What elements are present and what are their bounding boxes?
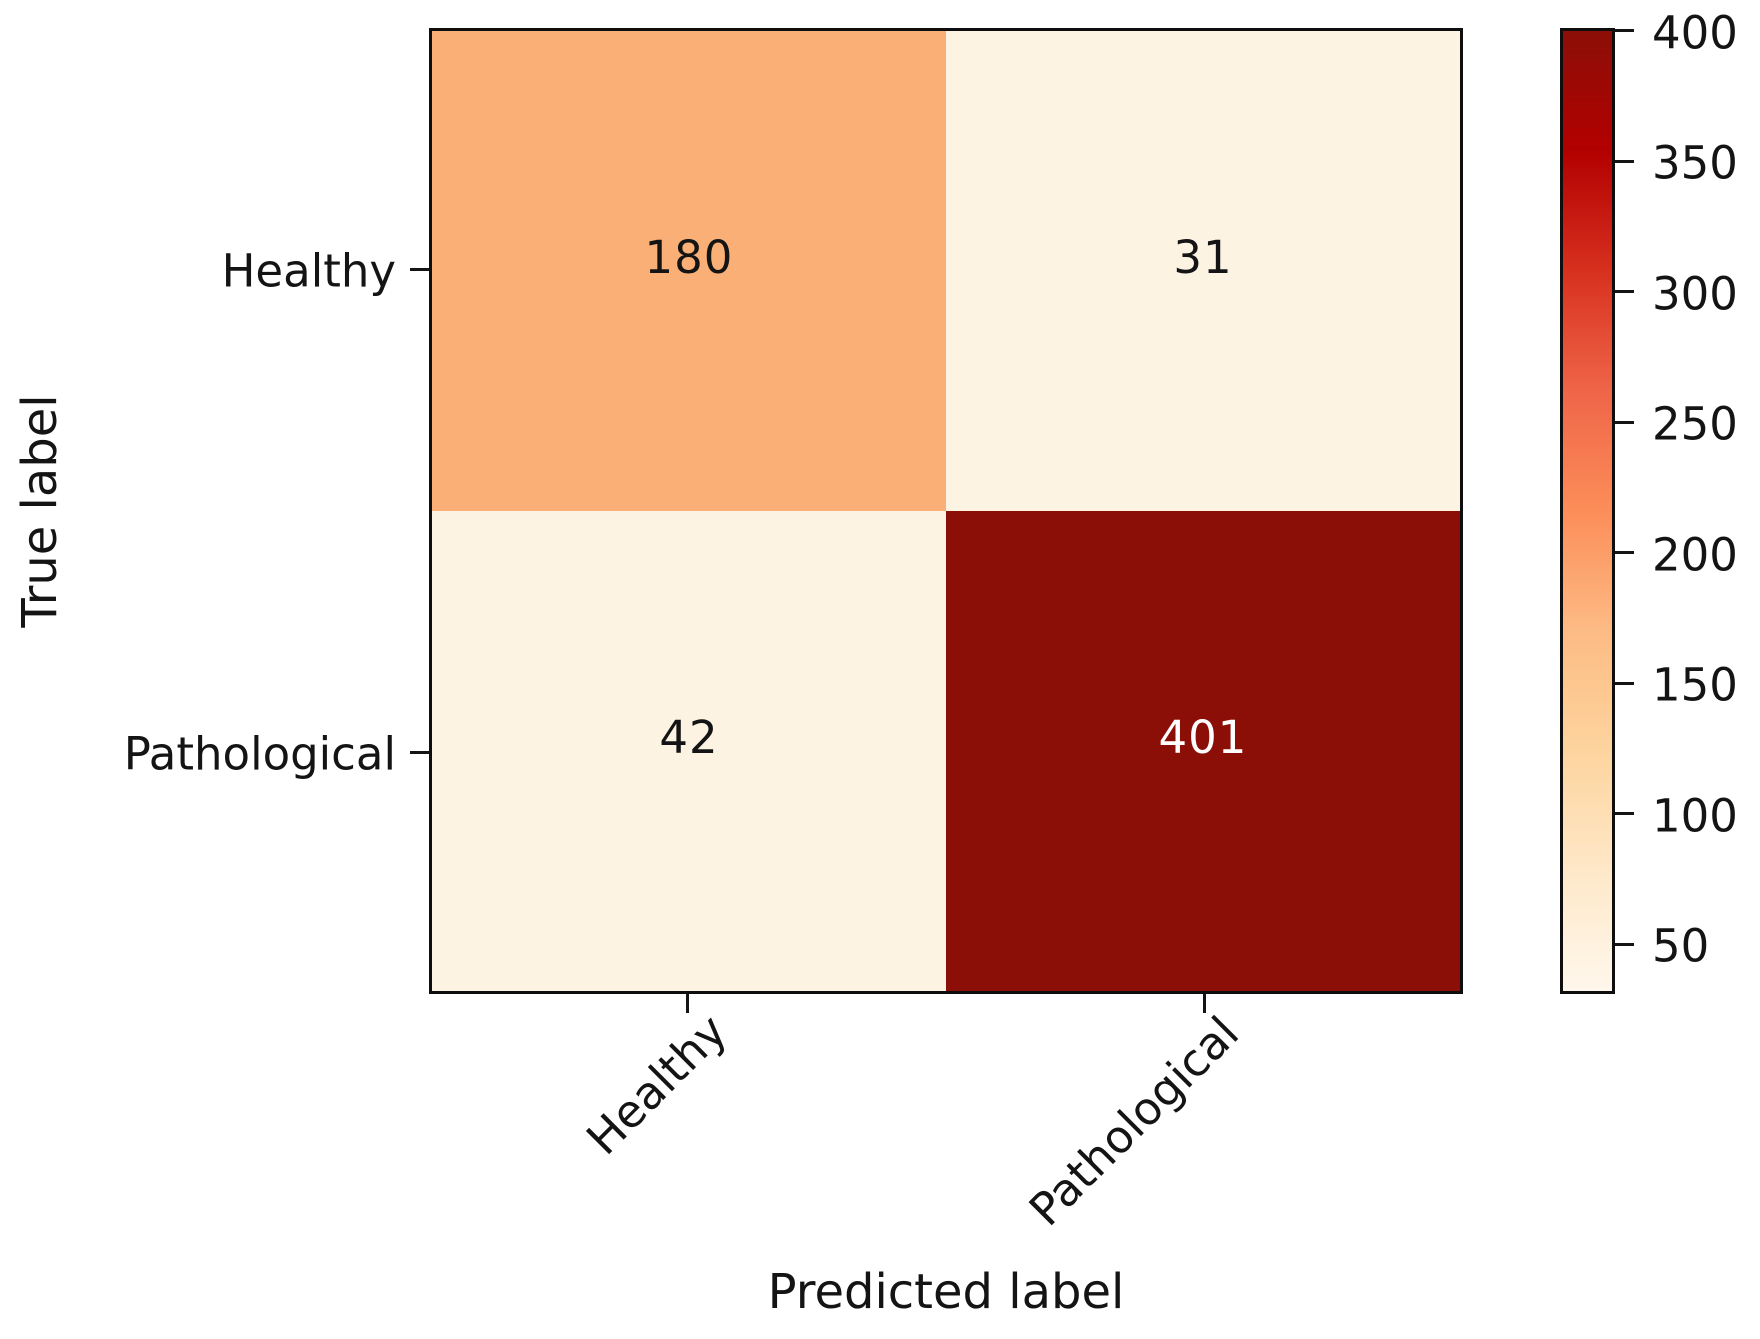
xtick-mark-healthy xyxy=(686,994,689,1013)
ytick-mark-pathological xyxy=(410,751,429,754)
cell-value: 31 xyxy=(1173,230,1233,284)
cell-value: 180 xyxy=(644,230,734,284)
colorbar-tick-mark-100 xyxy=(1615,812,1634,816)
colorbar-tick-label-50: 50 xyxy=(1652,919,1710,973)
colorbar-tick-mark-50 xyxy=(1615,942,1634,946)
xtick-label-healthy: Healthy xyxy=(575,1004,737,1165)
colorbar-tick-mark-300 xyxy=(1615,290,1634,294)
colorbar-tick-mark-400 xyxy=(1615,29,1634,33)
colorbar-tick-label-250: 250 xyxy=(1652,397,1738,451)
colorbar-tick-mark-200 xyxy=(1615,551,1634,555)
colorbar-tick-label-100: 100 xyxy=(1652,789,1738,843)
colorbar xyxy=(1560,28,1615,994)
colorbar-tick-mark-150 xyxy=(1615,681,1634,685)
colorbar-tick-label-150: 150 xyxy=(1652,658,1738,712)
x-axis-title: Predicted label xyxy=(767,1264,1125,1320)
cell-value: 401 xyxy=(1158,710,1248,764)
xtick-mark-pathological xyxy=(1203,994,1206,1013)
colorbar-tick-label-350: 350 xyxy=(1652,136,1738,190)
colorbar-tick-label-400: 400 xyxy=(1652,6,1738,60)
colorbar-tick-label-300: 300 xyxy=(1652,267,1738,321)
cell-true-pathological-pred-healthy: 42 xyxy=(432,511,946,991)
cell-value: 42 xyxy=(659,710,719,764)
colorbar-gradient xyxy=(1563,31,1612,991)
colorbar-tick-mark-350 xyxy=(1615,159,1634,163)
y-axis-title: True label xyxy=(12,394,68,628)
ytick-label-healthy: Healthy xyxy=(221,244,396,298)
colorbar-tick-mark-250 xyxy=(1615,420,1634,424)
cell-true-pathological-pred-pathological: 401 xyxy=(946,511,1460,991)
cell-true-healthy-pred-pathological: 31 xyxy=(946,31,1460,511)
ytick-label-pathological: Pathological xyxy=(123,727,396,781)
heatmap-plot-area: 180 31 42 401 xyxy=(429,28,1463,994)
ytick-mark-healthy xyxy=(410,268,429,271)
colorbar-tick-label-200: 200 xyxy=(1652,528,1738,582)
xtick-label-pathological: Pathological xyxy=(1018,1006,1249,1237)
cell-true-healthy-pred-healthy: 180 xyxy=(432,31,946,511)
